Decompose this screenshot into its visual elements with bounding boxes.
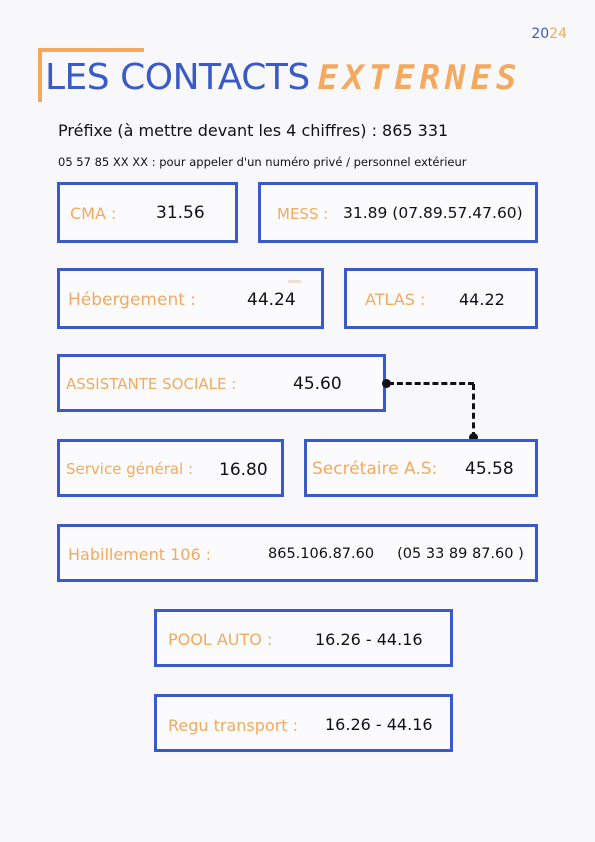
contact-number: 45.58 xyxy=(465,459,514,479)
contact-label: ATLAS : xyxy=(365,290,426,309)
contact-label: Secrétaire A.S: xyxy=(312,459,438,479)
contact-card-hebergement: Hébergement : 44.24 xyxy=(57,268,324,329)
contact-number: 16.80 xyxy=(219,460,268,480)
contact-label: Service général : xyxy=(66,460,194,478)
contact-number: 45.60 xyxy=(293,374,342,394)
page-title: LES CONTACTS EXTERNES xyxy=(45,56,521,100)
year-part2: 24 xyxy=(549,26,567,42)
contact-card-cma: CMA : 31.56 xyxy=(57,182,238,243)
contact-label: Hébergement : xyxy=(68,290,197,310)
prefix-info: Préfixe (à mettre devant les 4 chiffres)… xyxy=(58,121,449,140)
connector-dot-end xyxy=(469,433,478,442)
contact-label: MESS : xyxy=(277,205,329,223)
contact-card-atlas: ATLAS : 44.22 xyxy=(344,268,538,329)
year-badge: 2024 xyxy=(531,26,567,42)
contact-label: ASSISTANTE SOCIALE : xyxy=(66,375,237,393)
contact-number: 16.26 - 44.16 xyxy=(315,630,423,649)
year-part1: 20 xyxy=(531,26,550,42)
contact-label: POOL AUTO : xyxy=(168,630,273,649)
connector-line-horizontal xyxy=(388,382,474,385)
contact-card-secretaire-as: Secrétaire A.S: 45.58 xyxy=(304,439,538,497)
contact-card-regu-transport: Regu transport : 16.26 - 44.16 xyxy=(154,694,453,752)
contact-card-mess: MESS : 31.89 (07.89.57.47.60) xyxy=(258,182,538,243)
connector-dot-start xyxy=(382,379,391,388)
title-part1: LES CONTACTS xyxy=(45,57,310,98)
contact-number: 44.22 xyxy=(459,290,505,309)
contact-number: 31.89 (07.89.57.47.60) xyxy=(343,204,523,222)
contact-number: 31.56 xyxy=(156,203,205,223)
contact-number: 16.26 - 44.16 xyxy=(325,715,433,734)
title-part2: EXTERNES xyxy=(317,58,522,98)
contact-card-assistante-sociale: ASSISTANTE SOCIALE : 45.60 xyxy=(57,354,386,412)
contact-label: Regu transport : xyxy=(168,716,299,735)
contact-card-service-general: Service général : 16.80 xyxy=(57,439,284,497)
contact-card-pool-auto: POOL AUTO : 16.26 - 44.16 xyxy=(154,609,453,667)
contact-label: Habillement 106 : xyxy=(68,545,212,564)
private-number-note: 05 57 85 XX XX : pour appeler d'un numér… xyxy=(58,155,467,169)
title-bracket-decoration xyxy=(38,48,144,102)
decorative-mark xyxy=(288,280,301,283)
contact-number: 44.24 xyxy=(247,290,296,310)
connector-line-vertical xyxy=(472,384,475,438)
contact-label: CMA : xyxy=(70,204,117,223)
contact-card-habillement: Habillement 106 : 865.106.87.60 (05 33 8… xyxy=(57,524,538,582)
contact-number: 865.106.87.60 (05 33 89 87.60 ) xyxy=(268,546,524,562)
